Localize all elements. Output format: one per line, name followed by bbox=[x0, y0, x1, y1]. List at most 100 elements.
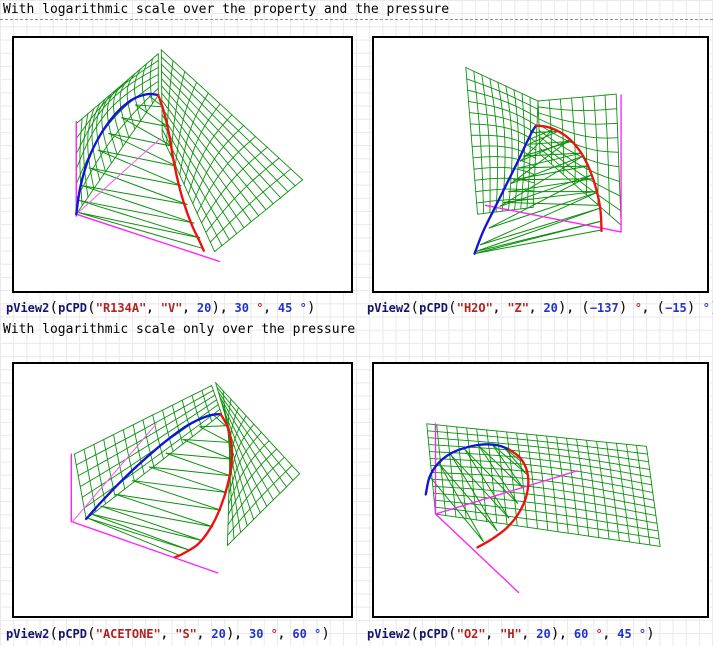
caption-token-fn: pView2 bbox=[367, 627, 411, 641]
caption-token-br: ( bbox=[410, 300, 420, 316]
heading-log-pressure-only[interactable]: With logarithmic scale only over the pre… bbox=[3, 322, 356, 337]
caption-token-degr: ° bbox=[249, 301, 264, 315]
caption-token-str: "Z" bbox=[507, 301, 529, 315]
caption-token-pl: , bbox=[234, 627, 249, 641]
caption-h2o-z[interactable]: pView2(pCPD("H2O", "Z", 20), (−137) °, (… bbox=[367, 300, 713, 317]
heading-log-property-pressure[interactable]: With logarithmic scale over the property… bbox=[3, 2, 450, 17]
saturated-liquid-line bbox=[75, 92, 160, 216]
caption-token-degb: ° bbox=[631, 627, 647, 641]
caption-token-num: 20 bbox=[543, 301, 558, 315]
caption-token-degb: ° bbox=[292, 301, 307, 315]
caption-token-pl: , bbox=[182, 301, 197, 315]
caption-token-br: ) bbox=[211, 300, 221, 316]
caption-token-pl: , bbox=[196, 627, 212, 641]
caption-token-br: ) bbox=[557, 300, 567, 316]
caption-token-br: ( bbox=[448, 626, 457, 642]
axis-frame-lines bbox=[70, 423, 219, 574]
caption-r134a-v[interactable]: pView2(pCPD("R134A", "V", 20), 30 °, 45 … bbox=[6, 300, 316, 317]
caption-token-str: "H2O" bbox=[456, 301, 493, 315]
caption-token-num: 60 bbox=[292, 627, 307, 641]
caption-token-str: "V" bbox=[160, 301, 183, 315]
caption-token-num: 30 bbox=[249, 627, 264, 641]
caption-token-br: ) bbox=[646, 626, 655, 642]
caption-token-fn: pView2 bbox=[367, 301, 411, 315]
caption-token-br: ) bbox=[618, 300, 628, 316]
saturated-vapor-line bbox=[534, 124, 603, 233]
caption-token-str: "R134A" bbox=[95, 301, 147, 315]
caption-token-pl: , bbox=[485, 627, 501, 641]
caption-token-str: "ACETONE" bbox=[95, 627, 161, 641]
caption-token-degb: ° bbox=[306, 627, 322, 641]
caption-token-degr: ° bbox=[263, 627, 278, 641]
caption-token-num: −15 bbox=[665, 301, 687, 315]
caption-token-num: 45 bbox=[277, 301, 293, 315]
caption-token-fn: pView2 bbox=[6, 627, 50, 641]
caption-token-pl: , bbox=[277, 627, 293, 641]
plot-region-acetone-s[interactable] bbox=[12, 362, 353, 618]
saturated-liquid-line bbox=[424, 443, 510, 496]
surface-mesh bbox=[426, 423, 661, 547]
caption-token-num: 20 bbox=[211, 627, 226, 641]
caption-token-pl: , bbox=[263, 301, 278, 315]
plot-region-h2o-z[interactable] bbox=[372, 36, 709, 293]
caption-token-pl: , bbox=[566, 301, 582, 315]
caption-token-br: ( bbox=[49, 300, 59, 316]
caption-token-br: ( bbox=[581, 300, 590, 316]
two-phase-tie-lines bbox=[474, 129, 603, 255]
caption-token-degr: ° bbox=[588, 627, 603, 641]
caption-token-degb: ° bbox=[695, 301, 710, 315]
saturated-vapor-line bbox=[173, 412, 234, 559]
caption-token-br: ( bbox=[656, 300, 666, 316]
caption-token-fn: pCPD bbox=[58, 627, 87, 641]
caption-token-str: "S" bbox=[175, 627, 197, 641]
two-phase-tie-lines bbox=[86, 415, 232, 556]
caption-token-num: 30 bbox=[234, 301, 249, 315]
caption-token-str: "O2" bbox=[456, 627, 486, 641]
surface-mesh bbox=[465, 67, 622, 226]
caption-token-br: ) bbox=[550, 626, 560, 642]
caption-token-num: −137 bbox=[589, 301, 619, 315]
caption-token-num: 20 bbox=[196, 301, 212, 315]
saturated-vapor-line bbox=[476, 448, 530, 549]
page-break-line bbox=[0, 19, 713, 20]
caption-token-pl: , bbox=[146, 301, 161, 315]
axis-frame-lines bbox=[434, 423, 578, 594]
plot-o2-h-surface bbox=[424, 423, 661, 594]
caption-token-pl: , bbox=[220, 301, 235, 315]
caption-token-pl: , bbox=[641, 301, 657, 315]
caption-token-num: 20 bbox=[536, 627, 551, 641]
plot-r134a-v-surface bbox=[75, 49, 304, 263]
plot-h2o-z-surface bbox=[465, 67, 622, 255]
plot-region-r134a-v[interactable] bbox=[12, 36, 353, 293]
caption-token-br: ) bbox=[710, 300, 713, 316]
caption-token-br: ) bbox=[686, 300, 696, 316]
caption-token-fn: pCPD bbox=[419, 627, 448, 641]
saturated-vapor-line bbox=[157, 93, 205, 252]
caption-token-br: ( bbox=[410, 626, 420, 642]
caption-token-pl: , bbox=[559, 627, 574, 641]
caption-token-br: ) bbox=[306, 300, 316, 316]
caption-token-fn: pCPD bbox=[58, 301, 87, 315]
saturated-liquid-line bbox=[473, 124, 538, 255]
caption-token-pl: , bbox=[602, 627, 618, 641]
caption-token-fn: pCPD bbox=[419, 301, 448, 315]
caption-token-br: ( bbox=[49, 626, 59, 642]
caption-token-pl: , bbox=[492, 301, 508, 315]
plot-region-o2-h[interactable] bbox=[372, 362, 709, 618]
caption-token-br: ( bbox=[87, 626, 96, 642]
caption-token-pl: , bbox=[521, 627, 537, 641]
two-phase-tie-lines bbox=[430, 443, 527, 542]
saturated-liquid-line bbox=[84, 412, 222, 521]
caption-token-pl: , bbox=[160, 627, 176, 641]
caption-token-br: ( bbox=[448, 300, 457, 316]
caption-token-degr: ° bbox=[627, 301, 642, 315]
plot-acetone-s-surface bbox=[70, 382, 301, 574]
caption-token-num: 60 bbox=[573, 627, 589, 641]
caption-token-str: "H" bbox=[500, 627, 522, 641]
caption-acetone-s[interactable]: pView2(pCPD("ACETONE", "S", 20), 30 °, 6… bbox=[6, 626, 330, 643]
surface-mesh bbox=[73, 382, 301, 546]
caption-token-br: ) bbox=[225, 626, 235, 642]
caption-token-br: ( bbox=[87, 300, 96, 316]
caption-token-pl: , bbox=[529, 301, 544, 315]
caption-o2-h[interactable]: pView2(pCPD("O2", "H", 20), 60 °, 45 °) bbox=[367, 626, 655, 643]
